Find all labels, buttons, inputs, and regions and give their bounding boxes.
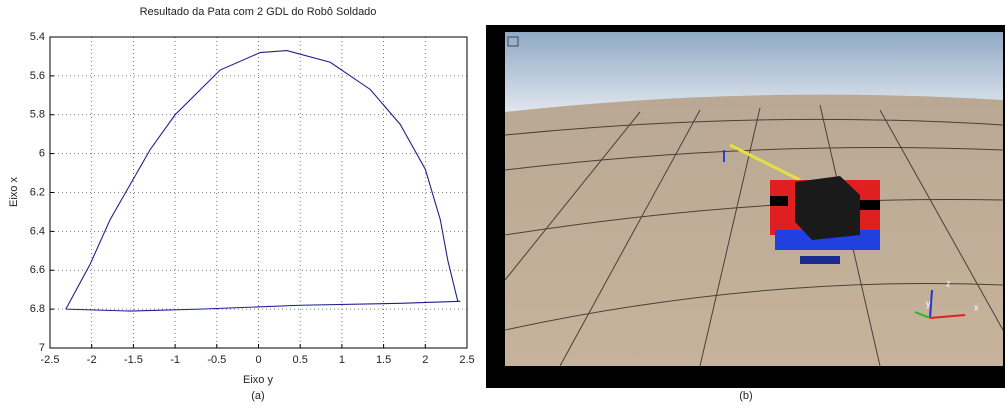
x-tick-label: 0 [255, 354, 261, 366]
x-tick-label: -2 [87, 354, 97, 366]
axis-label: x [974, 302, 979, 312]
simulation-view: z y x [486, 25, 1005, 388]
axis-label: z [946, 278, 951, 288]
x-tick-label: -2.5 [41, 354, 60, 366]
y-tick-label: 6.4 [30, 225, 45, 237]
x-tick-label: -1 [170, 354, 180, 366]
y-tick-label: 6.2 [30, 186, 45, 198]
x-tick-label: 0.5 [293, 354, 308, 366]
x-tick-label: 1.5 [376, 354, 391, 366]
x-tick-label: 2 [422, 354, 428, 366]
figure: Resultado da Pata com 2 GDL do Robô Sold… [0, 0, 1008, 403]
caption: (a) [251, 390, 264, 402]
y-tick-label: 5.4 [30, 31, 45, 43]
x-tick-label: 2.5 [459, 354, 474, 366]
y-tick-label: 7 [39, 342, 45, 354]
y-tick-label: 6.6 [30, 264, 45, 276]
y-tick-label: 6.8 [30, 303, 45, 315]
axis-label: y [926, 298, 931, 308]
y-tick-label: 5.8 [30, 109, 45, 121]
y-axis-label: Eixo x [8, 177, 20, 207]
x-axis-label: Eixo y [243, 374, 273, 386]
chart-title: Resultado da Pata com 2 GDL do Robô Sold… [140, 6, 377, 18]
x-tick-label: -1.5 [124, 354, 143, 366]
caption: (b) [739, 390, 752, 402]
y-tick-label: 6 [39, 148, 45, 160]
x-tick-label: -0.5 [207, 354, 226, 366]
y-tick-label: 5.6 [30, 70, 45, 82]
x-tick-label: 1 [339, 354, 345, 366]
